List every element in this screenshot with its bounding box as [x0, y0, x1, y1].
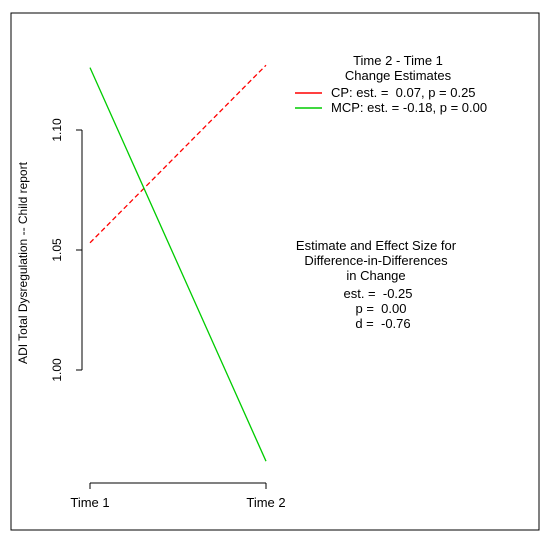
annotation-p: p = 0.00 [356, 301, 407, 316]
legend-label-mcp: MCP: est. = -0.18, p = 0.00 [331, 100, 487, 115]
y-tick-label: 1.05 [50, 238, 64, 262]
annotation-line2: Difference-in-Differences [304, 253, 448, 268]
y-tick-label: 1.10 [50, 118, 64, 142]
legend-title-line2: Change Estimates [345, 68, 452, 83]
series-layer [89, 64, 267, 462]
x-tick-label: Time 2 [246, 495, 285, 510]
y-tick-label: 1.00 [50, 358, 64, 382]
annotation-line1: Estimate and Effect Size for [296, 238, 457, 253]
effect-size-annotation: Estimate and Effect Size for Difference-… [296, 238, 457, 331]
y-axis-label: ADI Total Dysregulation -- Child report [16, 161, 30, 364]
annotation-est: est. = -0.25 [343, 286, 412, 301]
plot-border [10, 12, 540, 531]
legend-label-cp: CP: est. = 0.07, p = 0.25 [331, 85, 476, 100]
x-tick-label: Time 1 [70, 495, 109, 510]
y-axis: 1.00 1.05 1.10 [50, 118, 83, 382]
series-line-mcp [89, 67, 267, 462]
x-axis: Time 1 Time 2 [70, 482, 286, 510]
annotation-d: d = -0.76 [355, 316, 410, 331]
legend-title-line1: Time 2 - Time 1 [353, 53, 443, 68]
annotation-line3: in Change [346, 268, 405, 283]
series-line-cp [89, 64, 267, 244]
legend: Time 2 - Time 1 Change Estimates CP: est… [295, 53, 487, 115]
